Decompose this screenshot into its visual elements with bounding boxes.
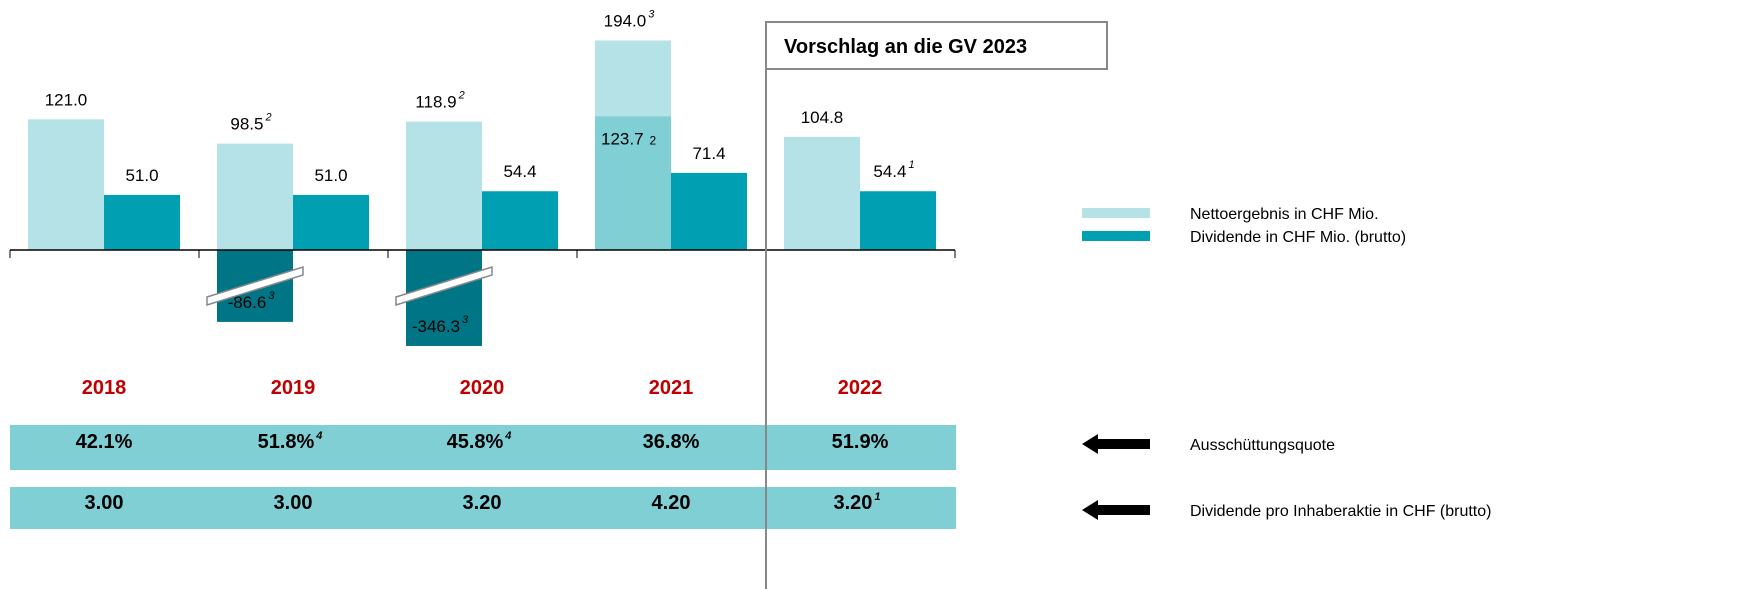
- row-band: [10, 425, 956, 470]
- year-label: 2020: [460, 377, 505, 399]
- value-label-text: 98.5: [230, 115, 263, 134]
- year-label: 2021: [649, 377, 694, 399]
- row-cell: 45.8% 4: [447, 430, 512, 453]
- row-band: [10, 487, 956, 529]
- bar: [406, 121, 482, 250]
- year-label-text: 2019: [271, 377, 316, 399]
- value-label-text: 51.0: [125, 166, 158, 185]
- row-cell: 3.00: [85, 492, 124, 514]
- row-cell: 42.1%: [76, 431, 133, 453]
- row-cell: 3.00: [274, 492, 313, 514]
- footnote: 3: [462, 314, 469, 326]
- legend-label: Nettoergebnis in CHF Mio.: [1190, 206, 1379, 223]
- footnote: 3: [268, 290, 275, 302]
- legend-label: Dividende in CHF Mio. (brutto): [1190, 229, 1406, 246]
- value-label: 98.5 2: [230, 112, 271, 134]
- bar: [104, 194, 180, 250]
- footnote: 1: [874, 491, 880, 503]
- value-label: 104.8: [801, 108, 844, 127]
- row-cell: 36.8%: [643, 431, 700, 453]
- value-label: 118.9 2: [415, 90, 464, 112]
- secondary-label-text: 123.7: [601, 129, 644, 148]
- row-cell-text: 3.20: [833, 492, 872, 514]
- row-cell: 51.8% 4: [258, 430, 323, 453]
- secondary-label: 123.7 2: [601, 129, 657, 148]
- secondary-label-text: -86.6: [228, 293, 267, 312]
- value-label-text: 71.4: [692, 144, 725, 163]
- value-label-text: 104.8: [801, 108, 844, 127]
- value-label: 71.4: [692, 144, 725, 163]
- value-label-text: 54.4: [873, 162, 906, 181]
- value-label-text: 121.0: [45, 90, 88, 109]
- value-label-text: 194.0: [604, 11, 647, 30]
- value-label-text: 118.9: [415, 93, 456, 112]
- legend-swatch: [1082, 231, 1150, 241]
- overlay-bar: [595, 116, 671, 251]
- row-cell: 3.20: [463, 492, 502, 514]
- row-cell-text: 45.8%: [447, 431, 504, 453]
- secondary-label: -346.3 3: [412, 314, 469, 336]
- value-label: 121.0: [45, 90, 88, 109]
- row-cell-text: 51.8%: [258, 431, 315, 453]
- secondary-label-text: -346.3: [412, 317, 460, 336]
- year-label-text: 2020: [460, 377, 505, 399]
- row-cell-text: 3.20: [463, 492, 502, 514]
- year-label: 2018: [82, 377, 127, 399]
- bar: [217, 143, 293, 250]
- arrow: [1082, 434, 1150, 454]
- legend-swatch: [1082, 208, 1150, 218]
- row-cell-text: 42.1%: [76, 431, 133, 453]
- year-label-text: 2022: [838, 377, 883, 399]
- year-label: 2022: [838, 377, 883, 399]
- year-label-text: 2018: [82, 377, 127, 399]
- year-label: 2019: [271, 377, 316, 399]
- footnote: 2: [650, 133, 657, 147]
- footnote: 1: [908, 159, 914, 171]
- row-cell: 51.9%: [832, 431, 889, 453]
- footnote: 2: [264, 112, 271, 124]
- value-label-text: 54.4: [503, 162, 536, 181]
- row-cell-text: 51.9%: [832, 431, 889, 453]
- value-label-text: 51.0: [314, 166, 347, 185]
- year-label-text: 2021: [649, 377, 694, 399]
- value-label: 51.0: [125, 166, 158, 185]
- value-label: 194.0 3: [604, 8, 656, 30]
- row-cell-text: 36.8%: [643, 431, 700, 453]
- arrow: [1082, 500, 1150, 520]
- annotation: Vorschlag an die GV 2023: [784, 36, 1027, 58]
- annotation-box: [765, 21, 1108, 70]
- row-cell-text: 3.00: [274, 492, 313, 514]
- footnote: 4: [315, 430, 322, 442]
- footnote: 2: [458, 90, 465, 102]
- row-cell-text: 3.00: [85, 492, 124, 514]
- bar: [860, 191, 936, 250]
- footnote: 3: [648, 8, 655, 20]
- row-label: Ausschüttungsquote: [1190, 437, 1335, 454]
- axis-break: [395, 265, 493, 307]
- value-label: 51.0: [314, 166, 347, 185]
- bar: [28, 119, 104, 250]
- bar: [293, 194, 369, 250]
- axis-break: [206, 265, 304, 307]
- bar: [671, 172, 747, 250]
- footnote: 4: [504, 430, 511, 442]
- row-cell: 3.20 1: [833, 491, 880, 514]
- value-label: 54.4: [503, 162, 536, 181]
- row-cell: 4.20: [652, 492, 691, 514]
- row-cell-text: 4.20: [652, 492, 691, 514]
- bar: [482, 191, 558, 250]
- row-label: Dividende pro Inhaberaktie in CHF (brutt…: [1190, 503, 1491, 520]
- secondary-label: -86.6 3: [228, 290, 276, 312]
- value-label: 54.4 1: [873, 159, 914, 181]
- bar: [784, 136, 860, 250]
